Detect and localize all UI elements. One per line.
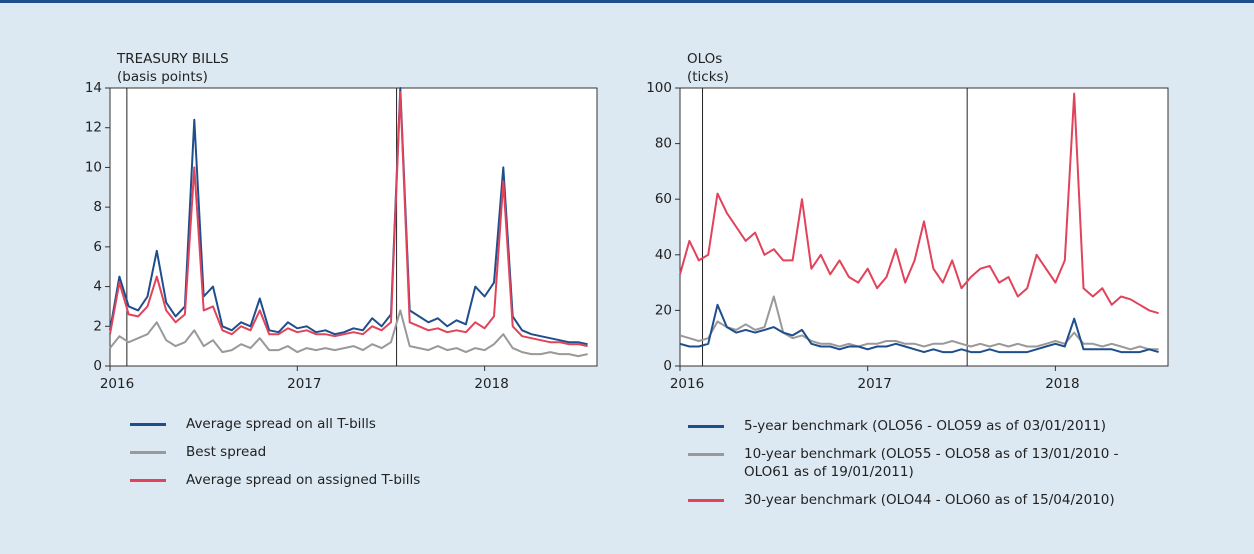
legend-swatch bbox=[688, 499, 724, 502]
y-tick-label: 40 bbox=[655, 247, 672, 263]
x-tick-label: 2017 bbox=[858, 376, 892, 392]
legend: 5-year benchmark (OLO56 - OLO59 as of 03… bbox=[688, 417, 1158, 519]
legend-label: Best spread bbox=[186, 444, 267, 460]
legend-swatch bbox=[688, 453, 724, 456]
legend-label: Average spread on assigned T-bills bbox=[186, 472, 421, 488]
y-tick-label: 8 bbox=[93, 199, 102, 215]
charts: TREASURY BILLS (basis points) 0 2 4 6 8 10 12 14 2… bbox=[85, 51, 1169, 392]
series-line bbox=[679, 295, 1159, 351]
series-line bbox=[109, 91, 588, 348]
legend-item: Average spread on assigned T-bills bbox=[130, 471, 510, 489]
legend-label: 10-year benchmark (OLO55 - OLO58 as of 1… bbox=[744, 446, 1119, 480]
y-tick-label: 20 bbox=[655, 302, 672, 318]
legend-item: 5-year benchmark (OLO56 - OLO59 as of 03… bbox=[688, 417, 1158, 435]
y-tick-label: 80 bbox=[655, 136, 672, 152]
legend-label: 5-year benchmark (OLO56 - OLO59 as of 03… bbox=[744, 418, 1107, 434]
legend-item: Average spread on all T-bills bbox=[130, 415, 510, 433]
legend: Average spread on all T-bills Best spread… bbox=[130, 415, 510, 499]
x-tick-label: 2018 bbox=[1045, 376, 1079, 392]
y-tick-label: 12 bbox=[85, 120, 102, 136]
legend-item: 10-year benchmark (OLO55 - OLO58 as of 1… bbox=[688, 445, 1158, 481]
legend-label: Average spread on all T-bills bbox=[186, 416, 376, 432]
legend-swatch bbox=[688, 425, 724, 428]
plot-area bbox=[109, 87, 598, 367]
x-tick-label: 2016 bbox=[670, 376, 704, 392]
y-tick-label: 60 bbox=[655, 191, 672, 207]
legend-swatch bbox=[130, 451, 166, 454]
legend-swatch bbox=[130, 479, 166, 482]
y-tick-label: 10 bbox=[85, 159, 102, 175]
chart-subtitle: (basis points) bbox=[117, 69, 208, 85]
legend-item: 30-year benchmark (OLO44 - OLO60 as of 1… bbox=[688, 491, 1158, 509]
legend-swatch bbox=[130, 423, 166, 426]
series-line bbox=[679, 92, 1159, 315]
plot-area bbox=[679, 87, 1169, 367]
y-tick-label: 100 bbox=[646, 80, 672, 96]
legend-item: Best spread bbox=[130, 443, 510, 461]
chart-subtitle: (ticks) bbox=[687, 69, 729, 85]
legend-label: 30-year benchmark (OLO44 - OLO60 as of 1… bbox=[744, 492, 1115, 508]
y-tick-label: 6 bbox=[93, 239, 102, 255]
y-tick-label: 2 bbox=[93, 318, 102, 334]
series-line bbox=[109, 309, 588, 358]
y-tick-label: 14 bbox=[85, 80, 102, 96]
y-tick-label: 0 bbox=[93, 358, 102, 374]
y-tick-label: 0 bbox=[663, 358, 672, 374]
series-line bbox=[679, 303, 1159, 354]
x-tick-label: 2016 bbox=[100, 376, 134, 392]
x-tick-label: 2018 bbox=[474, 376, 508, 392]
x-tick-label: 2017 bbox=[287, 376, 321, 392]
chart-title: OLOs bbox=[687, 51, 722, 67]
y-tick-label: 4 bbox=[93, 279, 102, 295]
chart-title: TREASURY BILLS bbox=[116, 51, 229, 67]
